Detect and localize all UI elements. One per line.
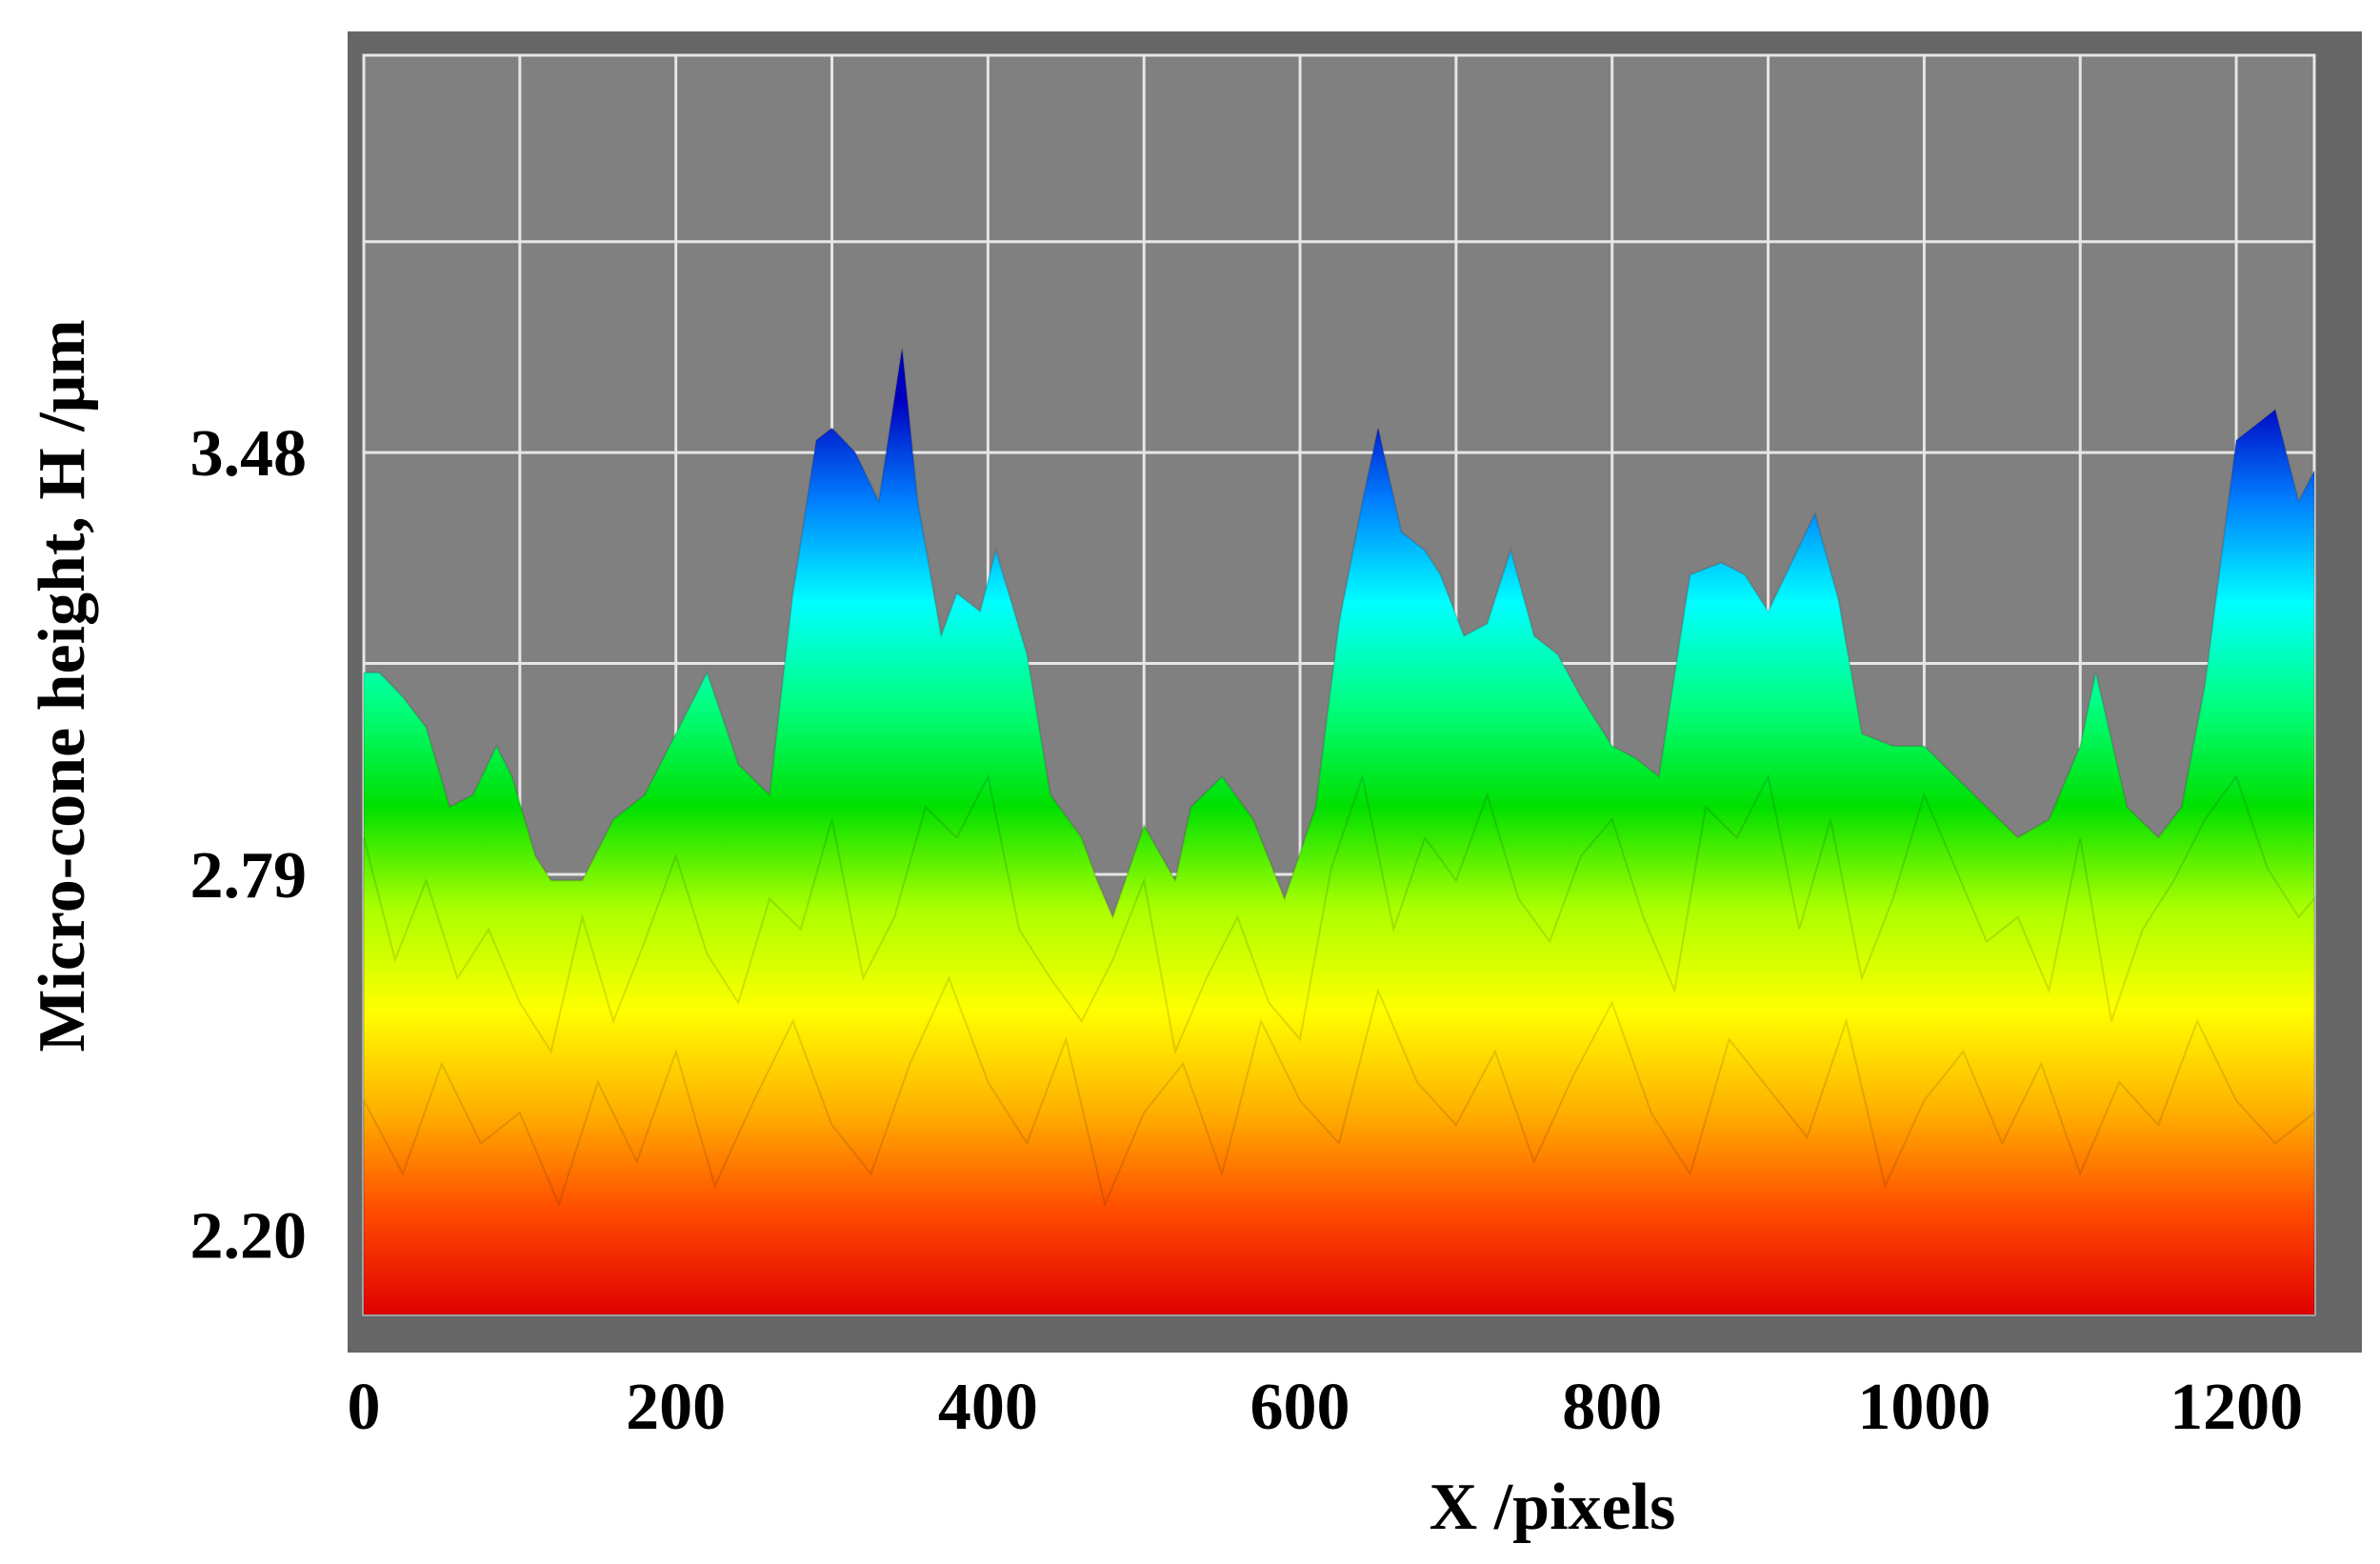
surface-layer-3 — [363, 975, 2315, 1315]
x-tick-label: 200 — [626, 1371, 726, 1444]
y-tick-labels: 2.20 2.79 3.48 — [190, 417, 308, 1273]
height-surface — [363, 348, 2315, 1315]
x-tick-label: 800 — [1562, 1371, 1662, 1444]
x-tick-labels: 0 200 400 600 800 1000 1200 — [348, 1371, 2304, 1444]
x-tick-label: 600 — [1250, 1371, 1350, 1444]
x-axis-label: X /pixels — [1430, 1471, 1676, 1544]
x-tick-label: 1200 — [2170, 1371, 2303, 1444]
y-tick-label: 2.20 — [190, 1200, 308, 1273]
x-tick-label: 1000 — [1857, 1371, 1990, 1444]
x-tick-label: 400 — [938, 1371, 1038, 1444]
y-axis-label: Micro-cone height, H /μm — [26, 319, 99, 1052]
x-tick-label: 0 — [348, 1371, 381, 1444]
y-tick-label: 2.79 — [190, 839, 308, 912]
y-tick-label: 3.48 — [190, 417, 308, 491]
